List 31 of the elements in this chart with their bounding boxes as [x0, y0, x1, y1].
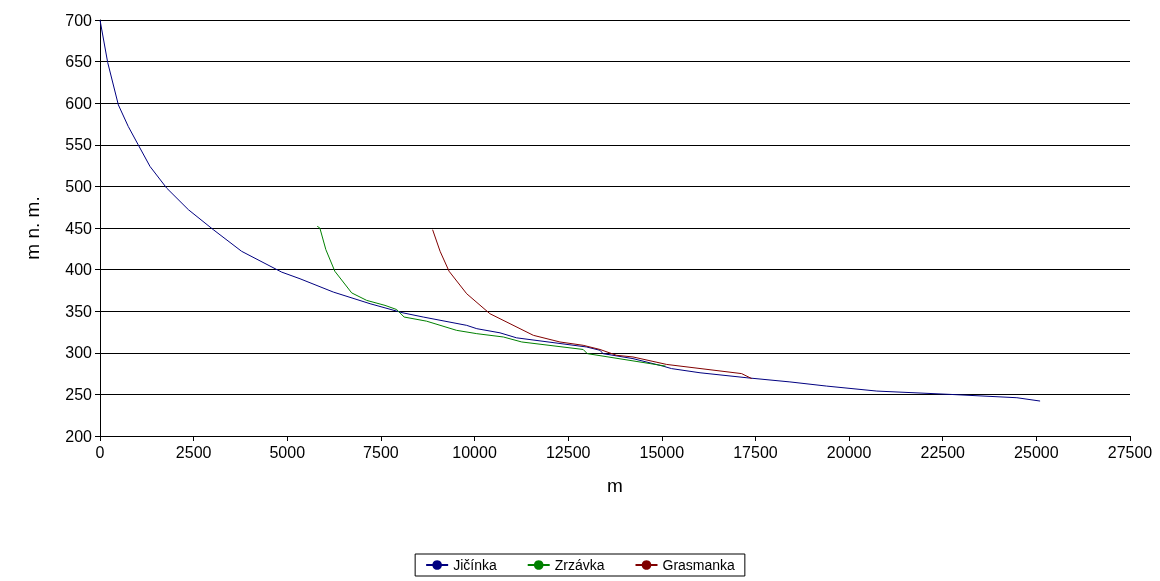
x-tick-label: 17500 — [733, 443, 778, 461]
legend-label: Zrzávka — [554, 557, 605, 573]
x-tick-label: 10000 — [452, 443, 497, 461]
y-tick-label: 550 — [65, 136, 93, 154]
y-tick-label: 400 — [65, 261, 93, 279]
y-tick-label: 500 — [65, 177, 93, 195]
y-tick-label: 250 — [65, 385, 93, 403]
y-tick-label: 600 — [65, 94, 93, 112]
x-tick-label: 12500 — [545, 443, 591, 461]
x-tick-label: 2500 — [175, 443, 212, 461]
line-series — [99, 19, 1041, 402]
y-tick-label: 300 — [65, 344, 93, 362]
x-tick-label: 0 — [95, 443, 105, 461]
x-tick-label: 25000 — [1014, 443, 1059, 461]
y-tick-label: 350 — [65, 302, 93, 320]
line-series — [432, 229, 753, 380]
line-series — [316, 225, 667, 367]
legend-label: Jičínka — [453, 557, 497, 573]
x-tick-label: 20000 — [826, 443, 872, 461]
y-tick-label: 200 — [65, 427, 93, 445]
legend-label: Grasmanka — [662, 557, 736, 573]
x-tick-label: 7500 — [363, 443, 399, 461]
x-tick-label: 27500 — [1107, 443, 1153, 461]
y-tick-label: 650 — [65, 53, 93, 71]
y-axis-title: m n. m. — [22, 196, 43, 260]
y-tick-label: 450 — [65, 219, 93, 237]
x-tick-label: 22500 — [920, 443, 966, 461]
x-tick-label: 5000 — [269, 443, 306, 461]
x-axis-title: m — [607, 475, 623, 496]
y-tick-label: 700 — [65, 11, 93, 29]
x-tick-label: 15000 — [639, 443, 685, 461]
